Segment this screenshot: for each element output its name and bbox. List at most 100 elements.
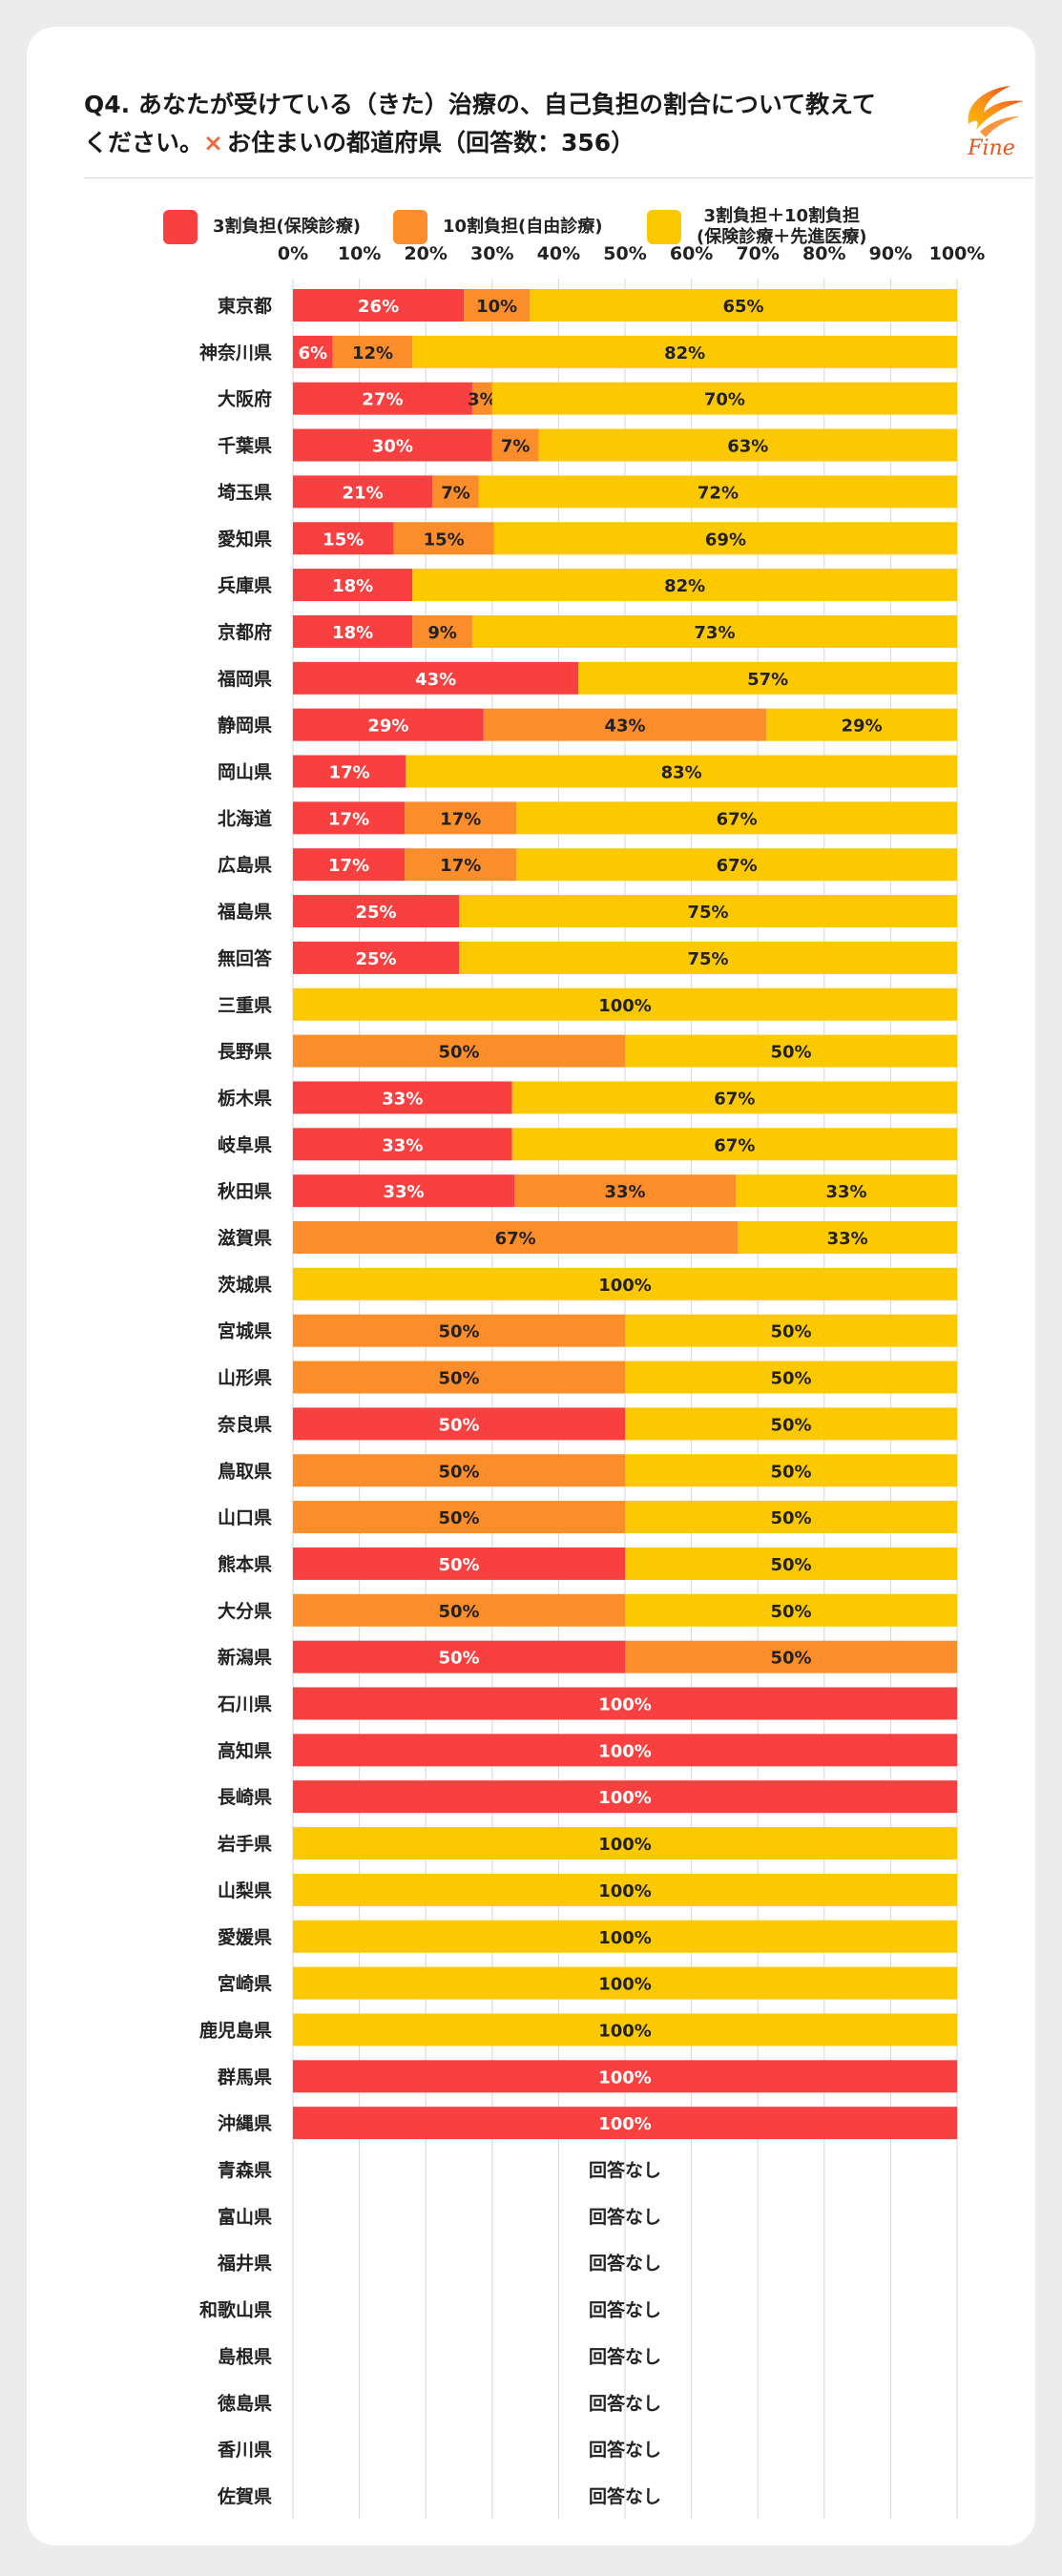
bar-segment [293, 1640, 625, 1673]
bar-segment [432, 475, 479, 509]
category-label: 新潟県 [218, 1647, 272, 1669]
data-label: 17% [328, 809, 369, 829]
data-label: 30% [372, 437, 413, 457]
bar-segment [766, 708, 957, 741]
data-label: 18% [332, 576, 373, 596]
bar-segment [406, 755, 957, 788]
data-label: 10% [476, 297, 517, 317]
data-label: 100% [598, 1975, 652, 1995]
category-label: 福井県 [217, 2253, 272, 2275]
data-label: 50% [770, 1369, 811, 1389]
bar-segment [293, 1081, 512, 1114]
data-label: 57% [747, 670, 788, 690]
x-tick-label: 50% [603, 243, 646, 264]
bar-segment [538, 428, 957, 462]
category-label: 富山県 [218, 2206, 272, 2228]
data-label: 100% [598, 1928, 652, 1948]
category-label: 宮城県 [218, 1320, 272, 1342]
data-label: 100% [598, 2067, 652, 2088]
no-answer-label: 回答なし [589, 2392, 661, 2414]
x-tick-label: 100% [929, 243, 986, 264]
bar-segment [393, 522, 494, 555]
data-label: 15% [424, 530, 465, 550]
bar-segment [293, 335, 333, 368]
bar-segment [293, 941, 459, 974]
bar-segment [511, 1081, 957, 1114]
category-label: 愛知県 [218, 528, 272, 550]
category-label: 山梨県 [218, 1880, 272, 1901]
flame-swirl-icon [968, 86, 1024, 130]
bar-segment [332, 335, 413, 368]
category-label: 香川県 [217, 2440, 272, 2461]
data-label: 43% [604, 717, 645, 737]
data-label: 50% [770, 1555, 811, 1575]
data-label: 17% [328, 856, 369, 876]
category-label: 山口県 [218, 1507, 272, 1528]
category-label: 鹿児島県 [199, 2019, 272, 2041]
category-label: 石川県 [217, 1694, 272, 1715]
bar-segment [293, 382, 472, 415]
data-label: 50% [770, 1649, 811, 1669]
bar-segment [293, 1361, 625, 1394]
data-label: 50% [438, 1369, 479, 1389]
x-tick-label: 30% [470, 243, 513, 264]
category-label: 埼玉県 [218, 481, 272, 503]
data-label: 100% [598, 1695, 652, 1715]
category-label: 大分県 [218, 1600, 272, 1622]
data-label: 100% [598, 1881, 652, 1901]
category-label: 山形県 [218, 1368, 272, 1389]
category-label: 長野県 [218, 1042, 272, 1063]
bar-segment [293, 1547, 625, 1580]
bar-segment [514, 1174, 736, 1208]
chart-title: Q4. あなたが受けている（きた）治療の、自己負担の割合について教えて ください… [84, 86, 943, 162]
data-label: 67% [714, 1135, 755, 1155]
bar-segment [459, 895, 957, 928]
category-label: 徳島県 [217, 2392, 272, 2414]
bar-segment [293, 1034, 625, 1068]
bar-segment [625, 1501, 957, 1534]
data-label: 50% [438, 1415, 479, 1435]
bar-segment [625, 1361, 957, 1394]
bar-segment [493, 522, 957, 555]
bar-segment [412, 569, 957, 602]
bar-segment [405, 801, 517, 835]
bar-segment [293, 2013, 957, 2046]
data-label: 75% [687, 903, 728, 923]
data-label: 25% [355, 949, 396, 969]
bar-segment [293, 1827, 957, 1860]
data-label: 50% [438, 1043, 479, 1063]
data-label: 50% [770, 1043, 811, 1063]
bar-segment [293, 522, 394, 555]
bar-segment [293, 1454, 625, 1487]
category-label: 福岡県 [217, 668, 272, 690]
cross-icon: × [203, 129, 223, 156]
data-label: 50% [770, 1415, 811, 1435]
bar-segment [293, 1501, 625, 1534]
header-divider [84, 177, 1033, 178]
category-label: 佐賀県 [217, 2485, 272, 2507]
data-label: 12% [352, 343, 393, 364]
category-label: 沖縄県 [218, 2112, 272, 2134]
data-label: 33% [827, 1229, 868, 1249]
data-label: 6% [299, 343, 328, 364]
logo-text: Fine [967, 136, 1015, 160]
category-label: 滋賀県 [218, 1227, 272, 1249]
bar-segment [293, 614, 413, 648]
bar-segment [471, 614, 957, 648]
bar-segment [293, 1267, 957, 1300]
data-label: 100% [598, 2021, 652, 2041]
category-label: 福島県 [217, 901, 272, 923]
bar-segment [293, 848, 406, 882]
title-line-2-rest: お住まいの都道府県（回答数：356） [226, 129, 635, 156]
no-answer-label: 回答なし [589, 2345, 661, 2367]
bar-segment [293, 1734, 957, 1767]
category-label: 茨城県 [218, 1274, 272, 1296]
bar-segment [412, 614, 472, 648]
bar-segment [293, 895, 459, 928]
category-label: 群馬県 [217, 2066, 272, 2088]
bar-segment [625, 1640, 957, 1673]
bar-segment [293, 2107, 957, 2140]
category-label: 青森県 [218, 2159, 272, 2181]
data-label: 50% [438, 1649, 479, 1669]
category-label: 長崎県 [218, 1786, 272, 1808]
